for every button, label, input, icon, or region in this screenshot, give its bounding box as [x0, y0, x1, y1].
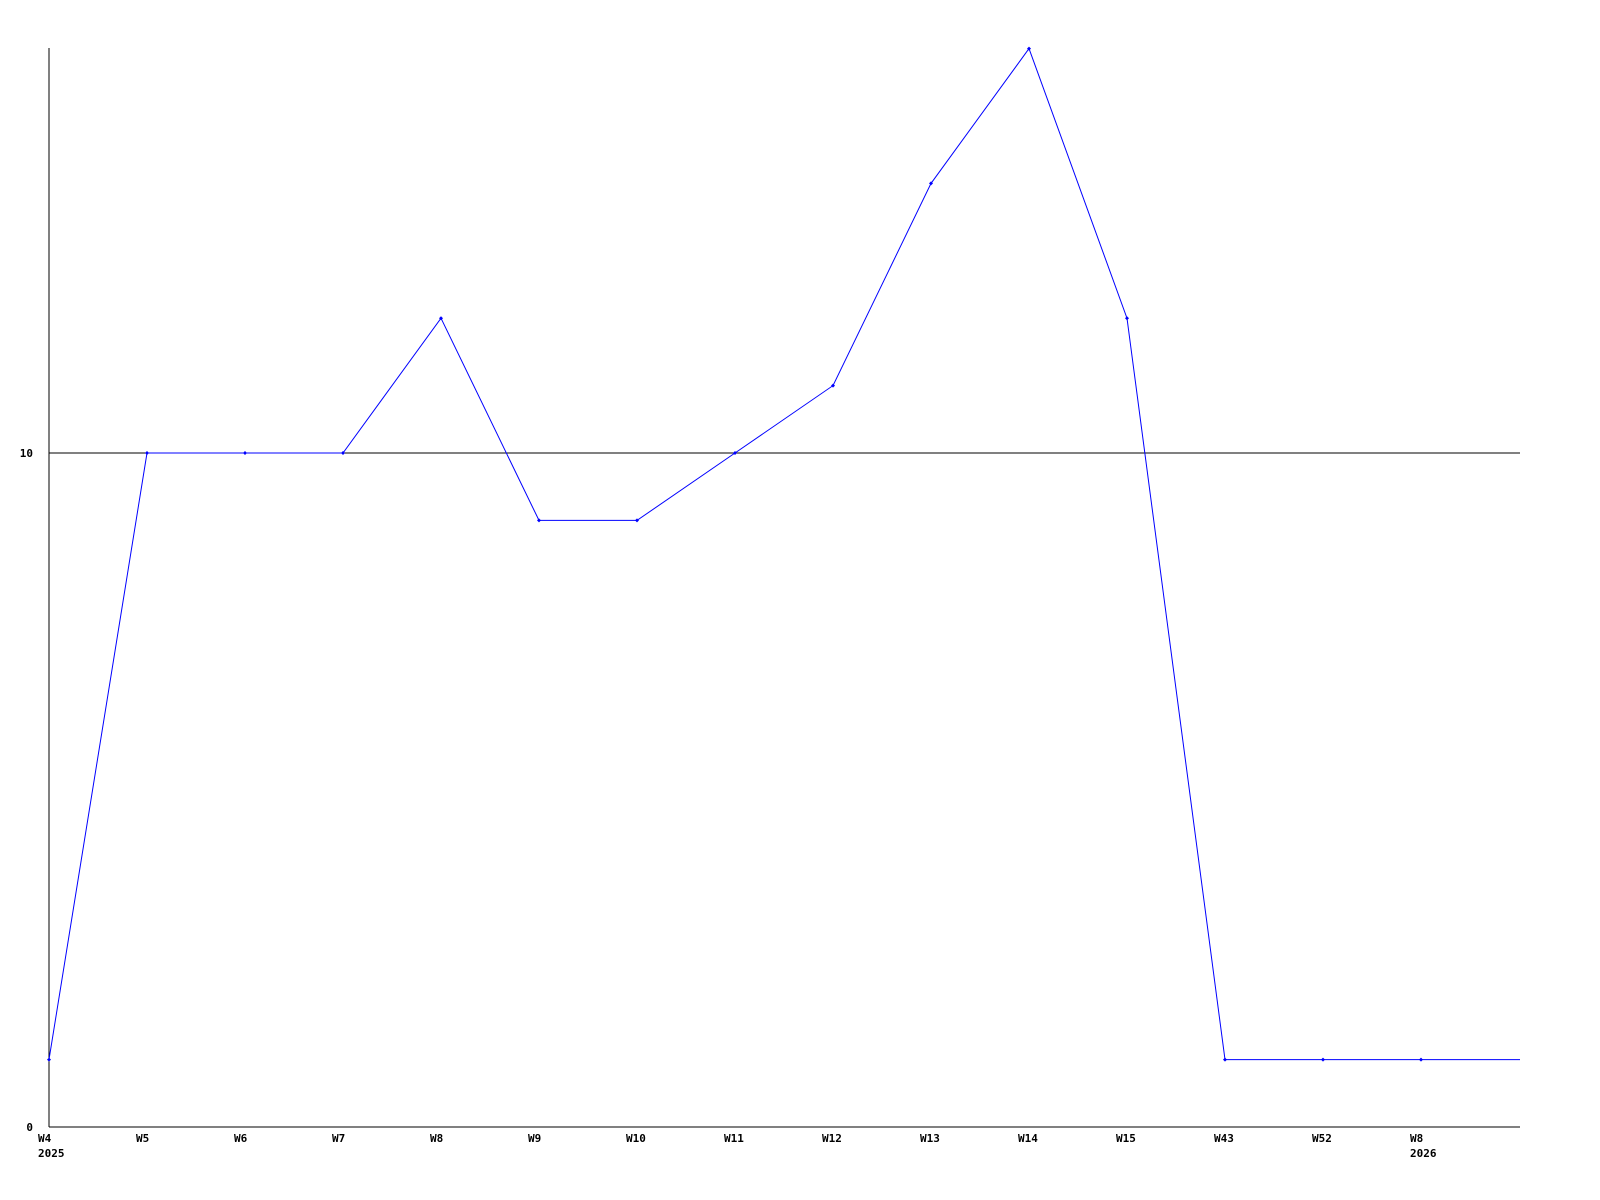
x-tick-sublabel: 2025	[38, 1147, 65, 1160]
x-tick-label: W13	[920, 1132, 940, 1145]
x-tick-label: W8	[1410, 1132, 1423, 1145]
data-point	[1321, 1057, 1325, 1062]
x-tick-label: W6	[234, 1132, 248, 1145]
x-tick-label: W7	[332, 1132, 345, 1145]
data-point	[537, 518, 541, 523]
series-line	[48, 47, 1520, 1061]
data-point	[831, 383, 835, 388]
data-point	[929, 181, 933, 186]
x-tick-label: W8	[430, 1132, 443, 1145]
x-tick-label: W10	[626, 1132, 646, 1145]
y-tick-label: 0	[26, 1121, 33, 1134]
data-point	[341, 451, 345, 455]
data-point	[635, 518, 639, 523]
data-point	[145, 451, 149, 455]
x-tick-label: W52	[1312, 1132, 1332, 1145]
data-point	[47, 1057, 51, 1062]
x-tick-label: W43	[1214, 1132, 1234, 1145]
data-point	[733, 451, 737, 455]
x-tick-label: W12	[822, 1132, 842, 1145]
x-tick-label: W5	[136, 1132, 149, 1145]
data-point	[243, 451, 247, 455]
data-point	[1419, 1057, 1423, 1062]
x-tick-label: W9	[528, 1132, 541, 1145]
data-point	[1027, 46, 1031, 51]
x-tick-label: W4	[38, 1132, 52, 1145]
data-point	[1125, 316, 1129, 321]
x-tick-label: W14	[1018, 1132, 1038, 1145]
data-point	[1223, 1057, 1227, 1062]
y-tick-label: 10	[20, 447, 33, 460]
data-point	[439, 316, 443, 321]
x-tick-label: W11	[724, 1132, 744, 1145]
x-tick-sublabel: 2026	[1410, 1147, 1437, 1160]
x-tick-label: W15	[1116, 1132, 1136, 1145]
